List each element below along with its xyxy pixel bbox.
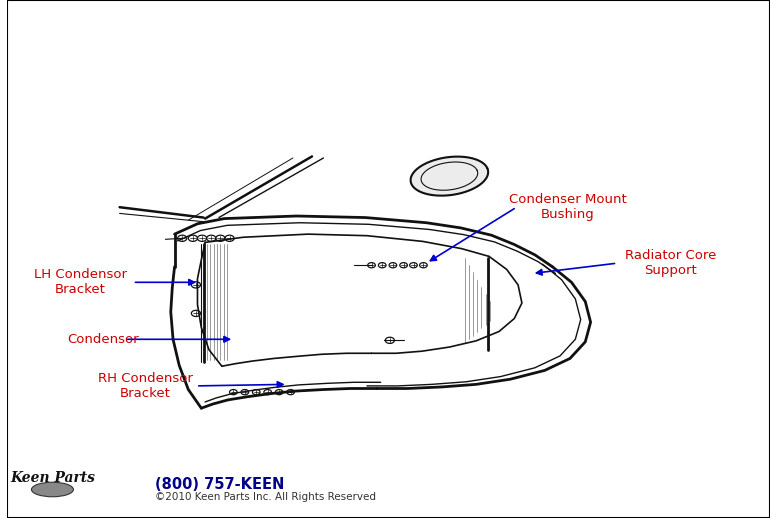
- Polygon shape: [410, 156, 488, 196]
- Text: (800) 757-KEEN: (800) 757-KEEN: [156, 477, 285, 492]
- Text: LH Condensor
Bracket: LH Condensor Bracket: [34, 268, 127, 296]
- Ellipse shape: [32, 482, 73, 497]
- Text: Keen Parts: Keen Parts: [10, 470, 95, 485]
- Text: Condenser Mount
Bushing: Condenser Mount Bushing: [509, 193, 627, 221]
- Text: RH Condensor
Bracket: RH Condensor Bracket: [98, 372, 193, 400]
- Text: Radiator Core
Support: Radiator Core Support: [625, 249, 716, 277]
- Text: Condensor: Condensor: [68, 333, 139, 346]
- Text: ©2010 Keen Parts Inc. All Rights Reserved: ©2010 Keen Parts Inc. All Rights Reserve…: [156, 492, 377, 502]
